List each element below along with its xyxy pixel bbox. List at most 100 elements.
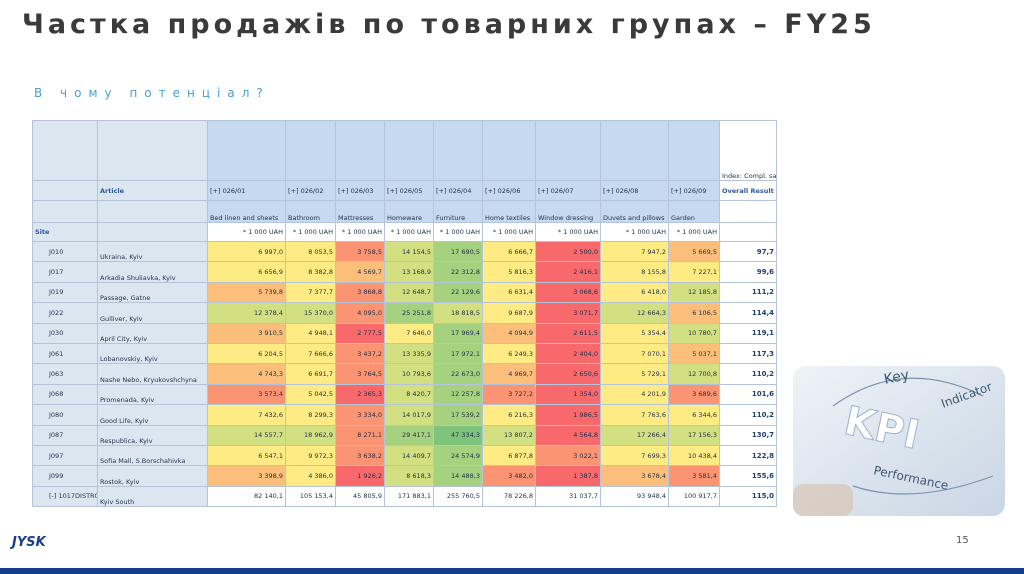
sales-value: 6 666,7 bbox=[482, 240, 536, 263]
unit-label: * 1 000 UAH bbox=[433, 222, 483, 242]
store-name: April City, Kyiv bbox=[97, 322, 208, 344]
store-name: Lobanovskiy, Kyiv bbox=[97, 342, 208, 365]
sales-value: 6 631,4 bbox=[482, 281, 536, 304]
sales-value: 93 948,4 bbox=[600, 485, 669, 508]
sales-value: 3 068,6 bbox=[535, 281, 601, 304]
sales-value: 22 312,8 bbox=[433, 261, 483, 283]
site-code: J061 bbox=[32, 342, 98, 365]
sales-value: 14 017,9 bbox=[384, 404, 434, 426]
column-label: Site bbox=[32, 222, 98, 242]
sales-value: 3 727,2 bbox=[482, 383, 536, 406]
site-code: J068 bbox=[32, 383, 98, 406]
table-row: J017 Arkadia Shuliavka, Kyiv 6 656,9 8 382,… bbox=[32, 261, 777, 283]
table-row: J010 Ukraina, Kyiv 6 997,0 8 053,5 3 758,5 14… bbox=[32, 240, 777, 263]
store-name: Ukraina, Kyiv bbox=[97, 240, 208, 263]
kpi-arc bbox=[832, 377, 984, 407]
group-name: Window dressing bbox=[535, 200, 601, 223]
group-code: [+] 026/02 bbox=[285, 180, 336, 201]
sales-value: 12 185,8 bbox=[668, 281, 720, 304]
sales-value: 8 618,3 bbox=[384, 465, 434, 487]
cell bbox=[32, 200, 98, 223]
sales-value: 24 574,9 bbox=[433, 444, 483, 467]
table-row: J019 Passage, Gatne 5 739,8 7 377,7 3 868,8 1… bbox=[32, 281, 777, 304]
table-row: Site * 1 000 UAH * 1 000 UAH * 1 000 UAH * 1… bbox=[32, 222, 777, 242]
group-code: [+] 026/07 bbox=[535, 180, 601, 201]
group-name: Duvets and pillows bbox=[600, 200, 669, 223]
store-name: Gulliver, Kyiv bbox=[97, 302, 208, 324]
table-row: J097 Sofia Mall, S.Borschahivka 6 547,1 9 9… bbox=[32, 444, 777, 467]
sales-value: 12 700,8 bbox=[668, 363, 720, 385]
sales-value: 25 251,8 bbox=[384, 302, 434, 324]
index-value: 122,8 bbox=[719, 444, 777, 467]
sales-value: 6 106,5 bbox=[668, 302, 720, 324]
slide-title: Частка продажів по товарних групах – FY2… bbox=[22, 9, 876, 40]
table-row: J061 Lobanovskiy, Kyiv 6 204,5 7 666,6 3 437… bbox=[32, 342, 777, 365]
sales-value: 7 227,1 bbox=[668, 261, 720, 283]
sales-value: 255 760,5 bbox=[433, 485, 483, 508]
unit-label: * 1 000 UAH bbox=[335, 222, 385, 242]
group-name: Home textiles bbox=[482, 200, 536, 223]
group-code: [+] 026/08 bbox=[600, 180, 669, 201]
sales-value: 100 917,7 bbox=[668, 485, 720, 508]
sales-value: 1 986,5 bbox=[535, 404, 601, 426]
sales-value: 2 365,3 bbox=[335, 383, 385, 406]
unit-label: * 1 000 UAH bbox=[285, 222, 336, 242]
unit-label: * 1 000 UAH bbox=[535, 222, 601, 242]
sales-value: 22 673,0 bbox=[433, 363, 483, 385]
table-row: [-] 1017DISTR07 Kyiv South 82 140,1 105 153… bbox=[32, 485, 777, 508]
table-row: J022 Gulliver, Kyiv 12 378,4 15 370,0 4 095,… bbox=[32, 302, 777, 324]
sales-value: 10 780,7 bbox=[668, 322, 720, 344]
sales-value: 4 201,9 bbox=[600, 383, 669, 406]
cell bbox=[97, 120, 208, 181]
sales-value: 8 420,7 bbox=[384, 383, 434, 406]
page-number: 15 bbox=[956, 535, 969, 546]
sales-value: 6 204,5 bbox=[207, 342, 286, 365]
sales-value: 6 997,0 bbox=[207, 240, 286, 263]
slide-subtitle: В чому потенціал? bbox=[34, 86, 270, 100]
sales-value: 3 758,5 bbox=[335, 240, 385, 263]
sales-value: 8 382,8 bbox=[285, 261, 336, 283]
store-name: Rostok, Kyiv bbox=[97, 465, 208, 487]
sales-value: 14 488,3 bbox=[433, 465, 483, 487]
index-value: 101,6 bbox=[719, 383, 777, 406]
unit-label: * 1 000 UAH bbox=[482, 222, 536, 242]
sales-value: 78 226,8 bbox=[482, 485, 536, 508]
group-code: [+] 026/01 bbox=[207, 180, 286, 201]
sales-value: 31 037,7 bbox=[535, 485, 601, 508]
cell bbox=[335, 120, 385, 181]
index-value: 115,0 bbox=[719, 485, 777, 508]
sales-value: 5 816,3 bbox=[482, 261, 536, 283]
sales-value: 3 398,9 bbox=[207, 465, 286, 487]
kpi-image: Key KPI Indicator Performance bbox=[793, 366, 1005, 516]
site-code: J019 bbox=[32, 281, 98, 304]
index-value: 155,6 bbox=[719, 465, 777, 487]
site-code: J010 bbox=[32, 240, 98, 263]
sales-value: 3 334,0 bbox=[335, 404, 385, 426]
sales-value: 7 763,6 bbox=[600, 404, 669, 426]
sales-value: 17 266,4 bbox=[600, 424, 669, 446]
table-row: Bed linen and sheets Bathroom Mattresses Ho… bbox=[32, 200, 777, 223]
cell bbox=[97, 200, 208, 223]
sales-value: 10 438,4 bbox=[668, 444, 720, 467]
sales-value: 2 650,6 bbox=[535, 363, 601, 385]
group-name: Homeware bbox=[384, 200, 434, 223]
index-value: 117,3 bbox=[719, 342, 777, 365]
sales-value: 5 729,1 bbox=[600, 363, 669, 385]
cell bbox=[32, 120, 98, 181]
index-value: 99,6 bbox=[719, 261, 777, 283]
site-code: J022 bbox=[32, 302, 98, 324]
site-code: J097 bbox=[32, 444, 98, 467]
table-row: J080 Good Life, Kyiv 7 432,6 8 299,3 3 334,0… bbox=[32, 404, 777, 426]
sales-value: 45 805,9 bbox=[335, 485, 385, 508]
sales-value: 5 669,5 bbox=[668, 240, 720, 263]
sales-value: 4 095,0 bbox=[335, 302, 385, 324]
site-code: J099 bbox=[32, 465, 98, 487]
cell bbox=[433, 120, 483, 181]
cell bbox=[384, 120, 434, 181]
store-name: Arkadia Shuliavka, Kyiv bbox=[97, 261, 208, 283]
sales-value: 9 972,3 bbox=[285, 444, 336, 467]
sales-value: 3 764,5 bbox=[335, 363, 385, 385]
sales-value: 6 216,3 bbox=[482, 404, 536, 426]
sales-value: 7 947,2 bbox=[600, 240, 669, 263]
site-code: J080 bbox=[32, 404, 98, 426]
